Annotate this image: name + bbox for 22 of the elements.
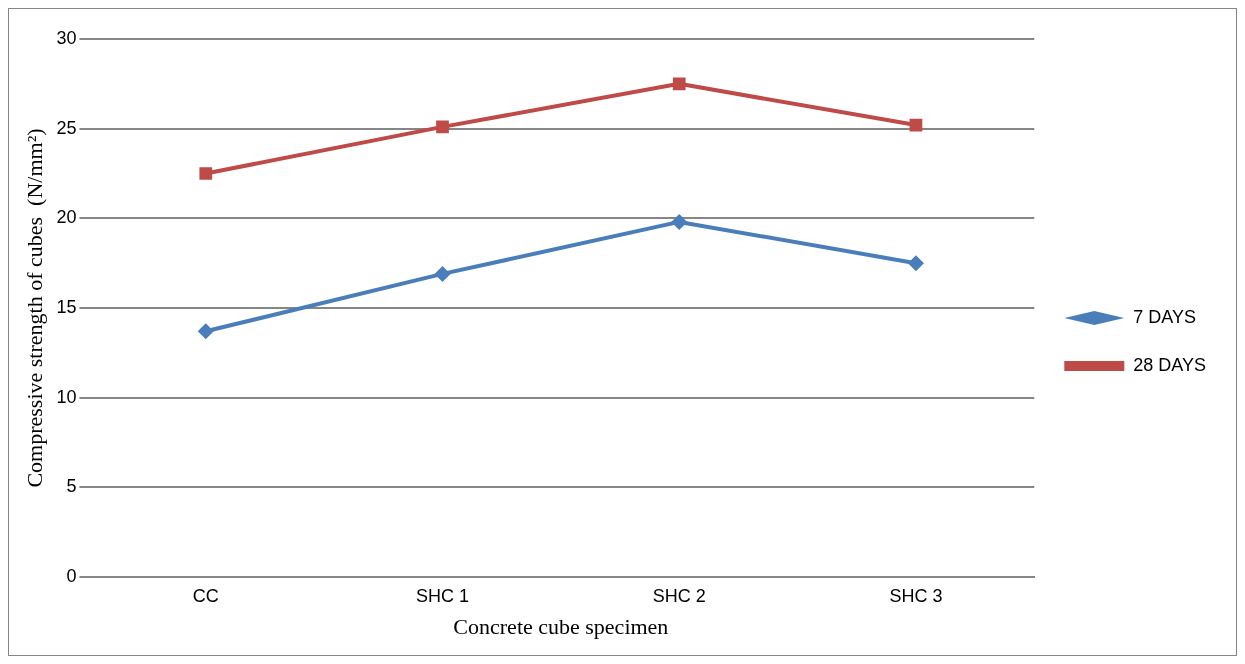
point (672, 77, 686, 91)
point (436, 120, 449, 134)
y-tick-label: 15 (56, 296, 77, 317)
y-axis-title: Compressive strength of cubes (N/mm²) (21, 128, 47, 488)
point (199, 167, 213, 180)
x-tick-label: CC (192, 585, 219, 606)
x-axis-title: Concrete cube specimen (453, 613, 669, 639)
legend-label: 28 DAYS (1133, 354, 1206, 375)
x-tick-label: SHC 3 (889, 585, 943, 606)
y-tick-label: 20 (56, 207, 77, 228)
x-tick-label: SHC 2 (652, 585, 706, 606)
point (434, 265, 451, 282)
legend-label: 7 DAYS (1133, 306, 1196, 327)
y-tick-label: 25 (56, 117, 77, 138)
y-tick-label: 5 (66, 476, 77, 497)
point (671, 213, 688, 230)
y-tick-label: 0 (66, 565, 77, 586)
y-tick-label: 30 (56, 27, 77, 48)
point (907, 255, 924, 272)
point (197, 323, 214, 340)
y-tick-label: 10 (56, 386, 77, 407)
x-tick-label: SHC 1 (415, 585, 470, 606)
